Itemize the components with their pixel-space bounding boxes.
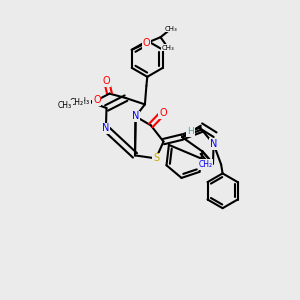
Text: S: S	[153, 153, 159, 164]
Text: N: N	[210, 139, 217, 149]
Text: CH₃: CH₃	[165, 26, 177, 32]
Text: N: N	[132, 111, 139, 122]
Text: CH₃: CH₃	[76, 98, 90, 106]
Text: N: N	[132, 111, 139, 122]
Text: O: O	[93, 95, 101, 105]
Text: CH₃: CH₃	[162, 45, 174, 51]
Text: N: N	[210, 139, 217, 149]
Text: CH₂: CH₂	[69, 98, 83, 107]
Text: O: O	[103, 76, 110, 86]
Text: CH₂: CH₂	[199, 160, 213, 169]
Text: O: O	[93, 95, 101, 105]
Text: O: O	[103, 76, 110, 86]
Text: CH₃: CH₃	[58, 100, 72, 109]
Text: O: O	[142, 38, 150, 48]
Text: H: H	[187, 127, 194, 136]
Text: O: O	[159, 108, 167, 118]
Text: N: N	[102, 123, 110, 134]
Text: O: O	[159, 108, 167, 118]
Text: S: S	[153, 153, 159, 164]
Text: H: H	[187, 127, 194, 136]
Text: N: N	[102, 123, 110, 134]
Text: O: O	[142, 38, 150, 48]
